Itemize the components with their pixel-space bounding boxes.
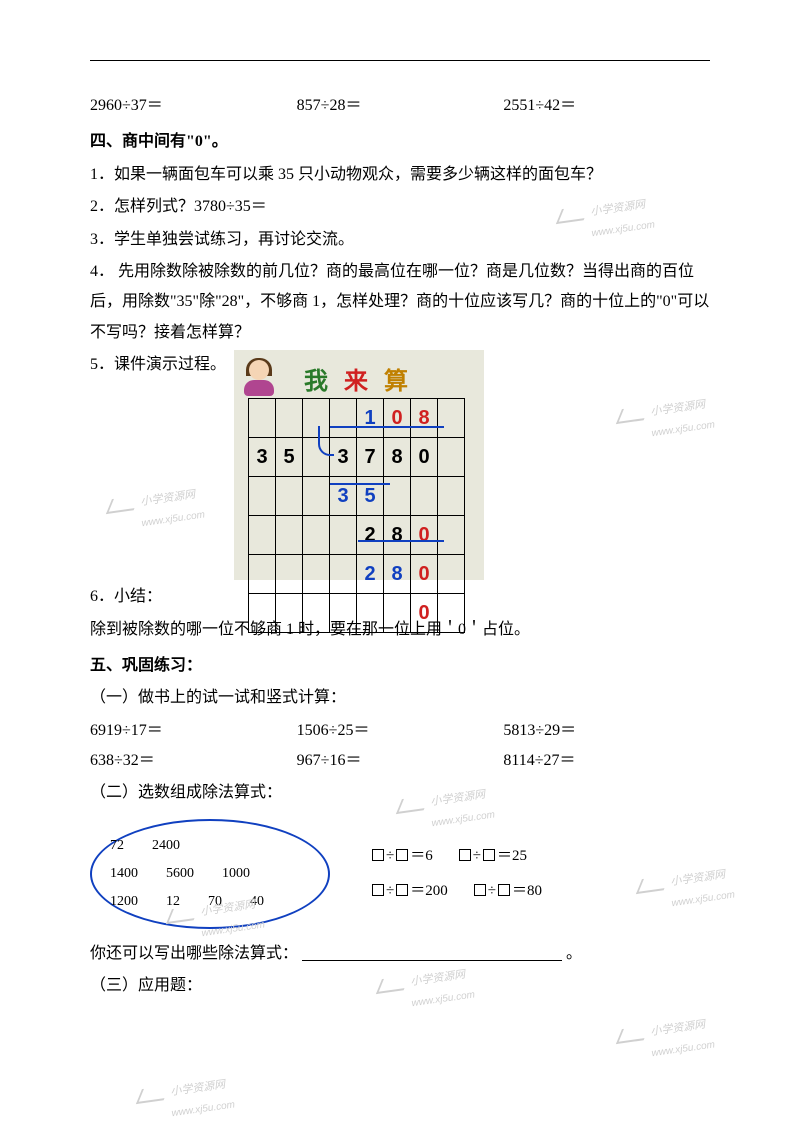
grid-cell: 1 (357, 399, 384, 438)
blank-underline (302, 960, 562, 961)
grid-cell (411, 477, 438, 516)
grid-cell (249, 477, 276, 516)
watermark: 小学资源网www.xj5u.com (618, 1014, 717, 1068)
write-more-period: 。 (566, 945, 582, 962)
watermark: 小学资源网www.xj5u.com (138, 1074, 237, 1128)
eq-2551-42: 2551÷42＝ (503, 91, 710, 121)
division-grid: 108353780352802800 (248, 398, 472, 633)
teacher-icon (240, 358, 278, 396)
grid-cell: 8 (384, 438, 411, 477)
top-rule (90, 60, 710, 61)
grid-cell (249, 555, 276, 594)
grid-cell (438, 399, 465, 438)
grid-cell (249, 516, 276, 555)
s4-line1: 1．如果一辆面包车可以乘 35 只小动物观众，需要多少辆这样的面包车？ (90, 160, 710, 190)
eq-2960-37: 2960÷37＝ (90, 91, 297, 121)
eq-857-28: 857÷28＝ (297, 91, 504, 121)
s5-sub3: （三）应用题： (90, 971, 710, 1001)
division-bar-top (330, 426, 444, 428)
s5-row1: 6919÷17＝ 1506÷25＝ 5813÷29＝ (90, 716, 710, 746)
grid-cell (303, 516, 330, 555)
eq-638-32: 638÷32＝ (90, 746, 297, 776)
grid-cell: 8 (411, 399, 438, 438)
grid-cell: 5 (276, 438, 303, 477)
grid-cell: 7 (357, 438, 384, 477)
grid-cell (276, 594, 303, 633)
grid-cell (384, 594, 411, 633)
grid-cell: 2 (357, 516, 384, 555)
grid-cell: 8 (384, 516, 411, 555)
ellipse-r2: 1400 5600 1000 (110, 860, 310, 888)
grid-cell: 0 (411, 555, 438, 594)
division-bar-2 (330, 483, 390, 485)
section-4-title: 四、商中间有"0"。 (90, 127, 710, 157)
grid-cell (438, 438, 465, 477)
grid-cell (438, 477, 465, 516)
grid-cell (276, 555, 303, 594)
grid-cell (249, 399, 276, 438)
eq-6919-17: 6919÷17＝ (90, 716, 297, 746)
grid-cell: 3 (249, 438, 276, 477)
number-selection-area: 72 2400 1400 5600 1000 1200 12 70 40 ÷＝6… (90, 819, 710, 929)
eq-5813-29: 5813÷29＝ (503, 716, 710, 746)
s4-line2: 2．怎样列式？3780÷35＝ (90, 192, 710, 222)
grid-cell (438, 555, 465, 594)
long-division-figure: 我 来 算 108353780352802800 (234, 350, 484, 580)
equation-templates: ÷＝6 ÷＝25 ÷＝200 ÷＝80 (370, 839, 542, 908)
eq-8114-27: 8114÷27＝ (503, 746, 710, 776)
equation-row-top: 2960÷37＝ 857÷28＝ 2551÷42＝ (90, 91, 710, 121)
section-5-title: 五、巩固练习： (90, 651, 710, 681)
s4-item5: 5．课件演示过程。 我 来 算 108353780352802800 (90, 350, 710, 580)
s4-line3: 3．学生单独尝试练习，再讨论交流。 (90, 225, 710, 255)
grid-cell (438, 516, 465, 555)
grid-cell (330, 516, 357, 555)
s5-sub1: （一）做书上的试一试和竖式计算： (90, 683, 710, 713)
grid-cell (303, 594, 330, 633)
division-curve (318, 426, 334, 456)
s5-row2: 638÷32＝ 967÷16＝ 8114÷27＝ (90, 746, 710, 776)
figure-header: 我 来 算 (234, 356, 484, 392)
write-more-line: 你还可以写出哪些除法算式： 。 (90, 939, 710, 969)
grid-cell: 2 (357, 555, 384, 594)
eq-template-2: ÷＝25 (457, 839, 527, 874)
grid-cell (249, 594, 276, 633)
s5-sub2: （二）选数组成除法算式： (90, 778, 710, 808)
eq-template-4: ÷＝80 (472, 874, 542, 909)
grid-cell (276, 399, 303, 438)
division-bar-3 (358, 540, 444, 542)
s4-line5-label: 5．课件演示过程。 (90, 350, 226, 380)
grid-cell: 0 (411, 516, 438, 555)
grid-cell (438, 594, 465, 633)
grid-cell (276, 477, 303, 516)
eq-template-3: ÷＝200 (370, 874, 448, 909)
eq-1506-25: 1506÷25＝ (297, 716, 504, 746)
grid-cell: 8 (384, 555, 411, 594)
eq-967-16: 967÷16＝ (297, 746, 504, 776)
ellipse-r3: 1200 12 70 40 (110, 888, 310, 916)
grid-cell: 0 (411, 594, 438, 633)
ellipse-r1: 72 2400 (110, 832, 310, 860)
grid-cell (303, 555, 330, 594)
write-more-label: 你还可以写出哪些除法算式： (90, 945, 298, 962)
grid-cell (330, 555, 357, 594)
grid-cell (357, 594, 384, 633)
grid-cell (276, 516, 303, 555)
eq-template-1: ÷＝6 (370, 839, 433, 874)
grid-cell: 0 (384, 399, 411, 438)
grid-cell (330, 594, 357, 633)
number-ellipse: 72 2400 1400 5600 1000 1200 12 70 40 (90, 819, 330, 929)
grid-cell: 0 (411, 438, 438, 477)
s4-line4: 4． 先用除数除被除数的前几位？商的最高位在哪一位？商是几位数？当得出商的百位后… (90, 257, 710, 348)
grid-cell (303, 477, 330, 516)
